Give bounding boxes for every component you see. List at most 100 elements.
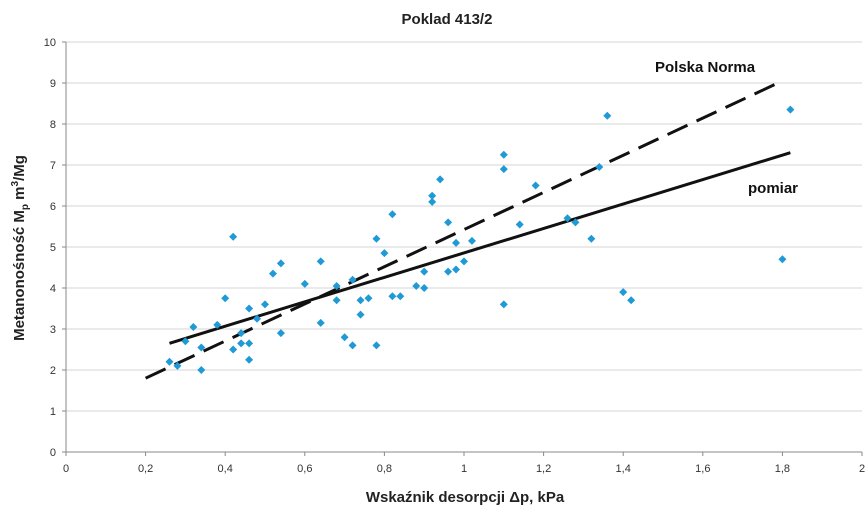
x-tick-label: 0,8: [377, 463, 392, 475]
y-tick-label: 1: [50, 406, 56, 418]
data-point: [627, 296, 636, 305]
data-points: [165, 105, 795, 374]
data-point: [276, 259, 285, 268]
data-point: [245, 304, 254, 313]
y-tick-label: 0: [50, 447, 56, 459]
y-axis-label-sup: 3: [10, 180, 21, 186]
y-axis-label-main: Metanonośność M: [11, 210, 28, 341]
y-tick-labels: 0 1 2 3 4 5 6 7 8 9 10: [44, 37, 56, 459]
x-tick-label: 1,2: [536, 463, 551, 475]
data-point: [786, 105, 795, 114]
data-point: [531, 181, 540, 190]
x-tick-label: 1,8: [775, 463, 790, 475]
grid: [66, 41, 862, 412]
data-point: [213, 320, 222, 329]
data-point: [229, 232, 238, 241]
line-label-pomiar: pomiar: [748, 180, 798, 197]
data-point: [603, 111, 612, 120]
data-point: [420, 284, 429, 292]
data-point: [515, 220, 524, 229]
data-point: [460, 257, 468, 266]
data-point: [348, 275, 357, 284]
data-point: [221, 294, 230, 303]
x-tick-label: 2: [859, 463, 865, 475]
data-point: [229, 345, 238, 354]
chart-title: Poklad 413/2: [402, 11, 493, 28]
x-tick-label: 1,4: [616, 463, 631, 475]
data-point: [332, 296, 341, 305]
y-axis-label-tail: /Mg: [11, 155, 28, 181]
data-point: [619, 288, 628, 297]
y-axis-label-unit: m: [11, 186, 28, 204]
x-tick-labels: 0 0,2 0,4 0,6 0,8 1 1,2 1,4 1,6 1,8 2: [63, 463, 865, 475]
line-label-polska-norma: Polska Norma: [655, 59, 756, 76]
data-point: [452, 238, 461, 247]
data-point: [268, 269, 277, 278]
data-point: [467, 236, 476, 245]
x-tick-label: 0: [63, 463, 69, 475]
data-point: [173, 361, 182, 370]
data-point: [245, 355, 254, 364]
data-point: [436, 175, 445, 184]
data-point: [587, 234, 596, 243]
x-tick-label: 0,6: [297, 463, 312, 475]
data-point: [237, 339, 246, 348]
data-point: [181, 337, 190, 346]
data-point: [356, 296, 365, 305]
y-axis-label-sub: p: [20, 204, 31, 210]
data-point: [356, 310, 365, 319]
y-tick-label: 4: [50, 283, 56, 295]
y-tick-label: 3: [50, 324, 56, 336]
data-point: [388, 292, 397, 301]
data-point: [499, 165, 508, 174]
data-point: [348, 341, 357, 350]
y-tick-label: 8: [50, 119, 56, 131]
data-point: [197, 366, 206, 374]
data-point: [420, 267, 429, 276]
y-axis-label: Metanonośność Mp m3/Mg: [10, 155, 31, 341]
axes: [62, 41, 863, 456]
y-tick-label: 7: [50, 160, 56, 172]
data-point: [444, 267, 453, 276]
data-point: [571, 218, 580, 227]
data-point: [340, 333, 349, 342]
y-tick-label: 10: [44, 37, 56, 49]
data-point: [316, 257, 325, 266]
data-point: [428, 197, 437, 206]
data-point: [388, 210, 397, 219]
data-point: [396, 292, 405, 301]
data-point: [595, 163, 604, 172]
data-point: [372, 341, 381, 350]
data-point: [245, 339, 254, 348]
data-point: [165, 357, 174, 366]
data-point: [197, 343, 206, 352]
y-tick-label: 6: [50, 201, 56, 213]
data-point: [189, 322, 198, 331]
data-point: [261, 300, 269, 309]
data-point: [563, 214, 572, 223]
data-point: [428, 191, 437, 200]
y-tick-label: 5: [50, 242, 56, 254]
x-tick-label: 0,4: [218, 463, 233, 475]
x-tick-label: 1,6: [695, 463, 710, 475]
y-tick-label: 2: [50, 365, 56, 377]
y-tick-label: 9: [50, 78, 56, 90]
data-point: [380, 249, 389, 258]
data-point: [499, 150, 508, 159]
x-tick-label: 0,2: [138, 463, 153, 475]
trend-line-pomiar: [169, 151, 791, 345]
data-point: [316, 318, 325, 327]
data-point: [452, 265, 461, 274]
data-point: [444, 218, 453, 227]
trend-lines: [144, 79, 791, 380]
data-point: [364, 294, 373, 303]
data-point: [412, 281, 421, 290]
data-point: [372, 234, 381, 243]
data-point: [778, 255, 787, 264]
data-point: [499, 300, 508, 309]
data-point: [253, 314, 262, 323]
trend-line-polska-norma: [144, 79, 784, 380]
data-point: [300, 279, 309, 288]
data-point: [332, 281, 341, 290]
